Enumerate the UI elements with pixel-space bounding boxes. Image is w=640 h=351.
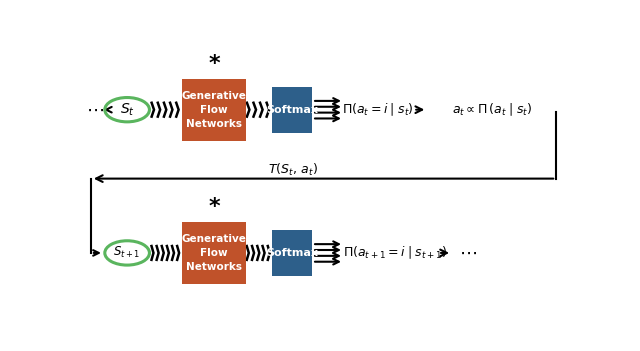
Text: $\Pi(a_{t+1}=i\mid s_{t+1})$: $\Pi(a_{t+1}=i\mid s_{t+1})$ <box>343 245 447 261</box>
FancyBboxPatch shape <box>273 87 312 133</box>
Text: $\cdots$: $\cdots$ <box>86 101 104 119</box>
Text: *: * <box>208 197 220 217</box>
Text: Softmax: Softmax <box>266 248 318 258</box>
Text: $\cdots$: $\cdots$ <box>459 244 477 262</box>
Text: *: * <box>208 54 220 74</box>
FancyBboxPatch shape <box>182 222 246 284</box>
Text: Generative
Flow
Networks: Generative Flow Networks <box>182 91 246 129</box>
Text: $S_t$: $S_t$ <box>120 101 134 118</box>
Text: $T(S_t,\,a_t)$: $T(S_t,\,a_t)$ <box>268 162 318 178</box>
FancyBboxPatch shape <box>273 230 312 276</box>
Text: Generative
Flow
Networks: Generative Flow Networks <box>182 234 246 272</box>
FancyBboxPatch shape <box>182 79 246 141</box>
Text: $a_t \propto \Pi\,(a_t\mid s_t)$: $a_t \propto \Pi\,(a_t\mid s_t)$ <box>452 101 532 118</box>
Text: $\Pi(a_t=i\mid s_t)$: $\Pi(a_t=i\mid s_t)$ <box>342 101 413 118</box>
Text: Softmax: Softmax <box>266 105 318 115</box>
Text: $S_{t+1}$: $S_{t+1}$ <box>113 245 141 260</box>
